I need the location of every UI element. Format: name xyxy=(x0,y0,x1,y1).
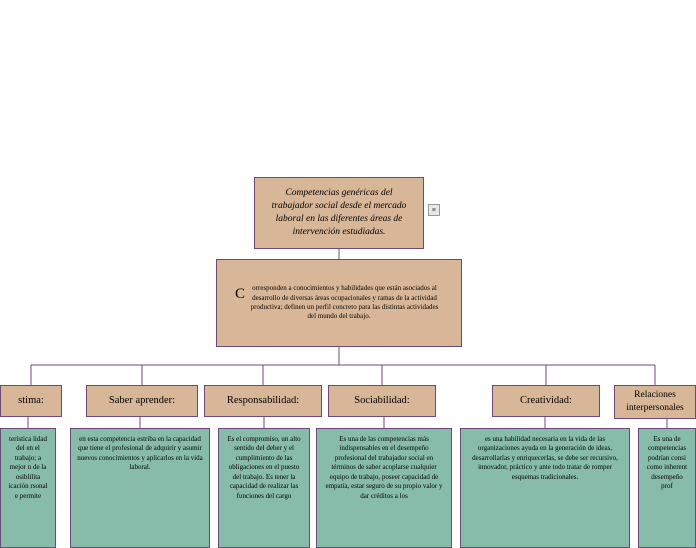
category-label: Saber aprender: xyxy=(109,394,175,408)
diagram-canvas: Competencias genéricas del trabajador so… xyxy=(0,0,696,520)
menu-icon-glyph: ≡ xyxy=(432,207,436,214)
detail-node: Es el compromiso, un alto sentido del de… xyxy=(218,428,310,548)
category-node: Saber aprender: xyxy=(86,385,198,417)
detail-text: terística lidad del en el trabajo; a mej… xyxy=(8,435,47,500)
category-node: Sociabilidad: xyxy=(328,385,436,417)
detail-text: en esta competencia estriba en la capaci… xyxy=(77,435,203,471)
category-node: Responsabilidad: xyxy=(204,385,322,417)
detail-node: terística lidad del en el trabajo; a mej… xyxy=(0,428,56,548)
description-node: Corresponden a conocimientos y habilidad… xyxy=(216,259,462,347)
root-title-text: Competencias genéricas del trabajador so… xyxy=(269,187,409,238)
menu-icon[interactable]: ≡ xyxy=(428,204,440,216)
category-label: stima: xyxy=(18,394,44,408)
category-label: Creatividad: xyxy=(520,394,572,408)
detail-node: es una habilidad necesaria en la vida de… xyxy=(460,428,630,548)
detail-text: Es el compromiso, un alto sentido del de… xyxy=(227,435,300,500)
category-label: Responsabilidad: xyxy=(227,394,299,408)
detail-text: Es una de las competencias más indispens… xyxy=(325,435,442,500)
category-label: Relaciones interpersonales xyxy=(621,389,689,415)
category-label: Sociabilidad: xyxy=(354,394,409,408)
detail-node: Es una de competencias podrían consi com… xyxy=(638,428,696,548)
description-body: orresponden a conocimientos y habilidade… xyxy=(251,284,439,320)
detail-text: es una habilidad necesaria en la vida de… xyxy=(472,435,618,481)
description-dropcap: C xyxy=(235,284,245,304)
detail-text: Es una de competencias podrían consi com… xyxy=(647,435,687,490)
root-title-node: Competencias genéricas del trabajador so… xyxy=(254,177,424,249)
detail-node: en esta competencia estriba en la capaci… xyxy=(70,428,210,548)
category-node: Creatividad: xyxy=(492,385,600,417)
description-text: Corresponden a conocimientos y habilidad… xyxy=(235,284,443,322)
detail-node: Es una de las competencias más indispens… xyxy=(316,428,452,548)
category-node: stima: xyxy=(0,385,62,417)
category-node: Relaciones interpersonales xyxy=(614,385,696,419)
